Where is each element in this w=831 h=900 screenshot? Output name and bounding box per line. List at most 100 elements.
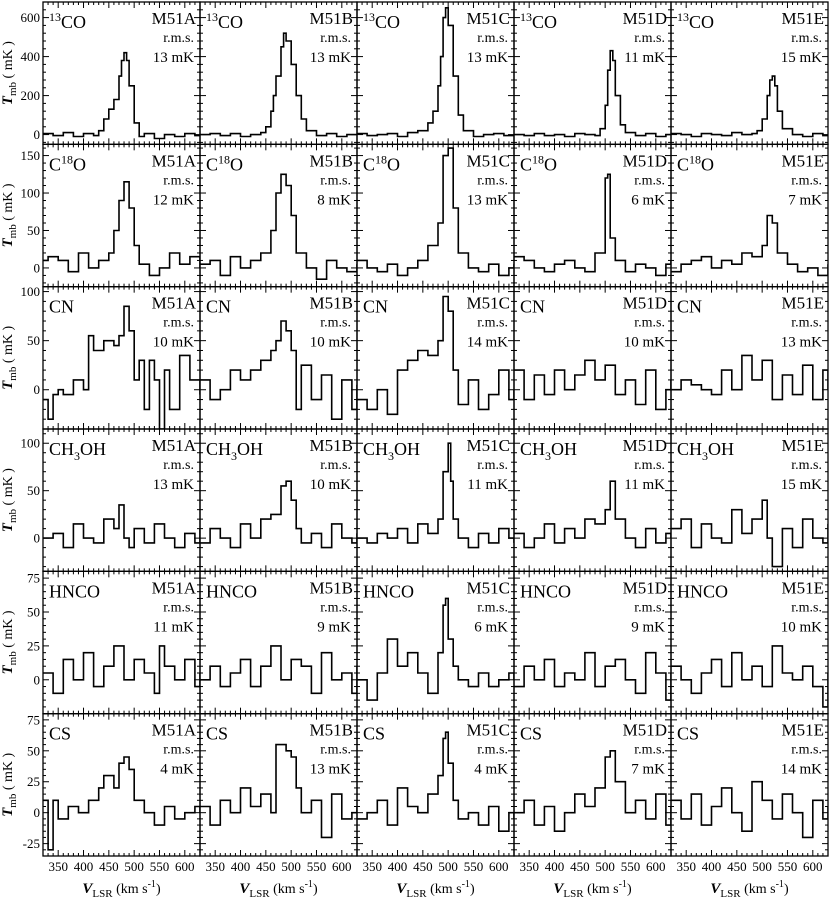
x-tick-label: 400: [231, 859, 251, 874]
species-label: 13CO: [520, 10, 557, 32]
source-label: M51B: [310, 9, 353, 28]
y-tick-label: 50: [27, 743, 40, 758]
x-tick-label: 550: [307, 859, 327, 874]
spectrum-line-HNCO-M51A: [43, 645, 200, 695]
panel-HNCO-M51A: HNCO M51A r.m.s. 11 mK: [42, 570, 201, 715]
y-tick-label: 150: [21, 148, 41, 163]
rms-label: r.m.s.: [477, 31, 508, 46]
rms-value: 11 mK: [624, 50, 665, 66]
spectrum-line-CN-M51C: [357, 295, 514, 416]
x-tick-label: 450: [413, 859, 433, 874]
rms-label: r.m.s.: [791, 316, 822, 331]
panel-CN-M51D: CN M51D r.m.s. 10 mK: [513, 286, 672, 430]
source-label: M51B: [310, 578, 353, 597]
panel-CS-M51A: CS M51A r.m.s. 4 mK: [42, 713, 201, 857]
rms-label: r.m.s.: [320, 458, 351, 473]
source-label: M51B: [310, 294, 353, 313]
source-label: M51D: [623, 151, 667, 170]
y-axis-title: Tmb ( mK ): [0, 468, 19, 532]
x-tick-label: 600: [646, 859, 666, 874]
y-tick-label: 200: [21, 88, 41, 103]
source-label: M51B: [310, 151, 353, 170]
source-label: M51D: [623, 578, 667, 597]
species-label: HNCO: [363, 581, 414, 601]
source-label: M51C: [467, 721, 510, 740]
rms-value: 13 mK: [467, 192, 508, 208]
source-label: M51E: [782, 721, 825, 740]
rms-label: r.m.s.: [163, 31, 194, 46]
source-label: M51B: [310, 721, 353, 740]
rms-value: 13 mK: [310, 762, 351, 778]
rms-label: r.m.s.: [634, 31, 665, 46]
rms-label: r.m.s.: [791, 600, 822, 615]
species-label: C18O: [520, 152, 557, 174]
species-label: CH3OH: [206, 439, 263, 463]
x-tick-label: 600: [175, 859, 195, 874]
species-label: CH3OH: [49, 439, 106, 463]
source-label: M51E: [782, 578, 825, 597]
panel-C18O-M51D: C18O M51D r.m.s. 6 mK: [513, 143, 672, 288]
source-label: M51A: [152, 578, 197, 597]
species-label: CN: [49, 297, 74, 317]
source-label: M51D: [623, 294, 667, 313]
spectrum-line-HNCO-M51B: [200, 645, 357, 695]
y-tick-label: -25: [23, 836, 40, 851]
rms-label: r.m.s.: [791, 173, 822, 188]
x-tick-label: 500: [281, 859, 301, 874]
rms-label: r.m.s.: [634, 743, 665, 758]
panel-CS-M51E: CS M51E r.m.s. 14 mK: [670, 713, 829, 857]
rms-label: r.m.s.: [634, 458, 665, 473]
spectrum-line-13CO-M51B: [200, 32, 357, 138]
panel-CS-M51B: CS M51B r.m.s. 13 mK: [199, 713, 358, 857]
rms-value: 6 mK: [631, 192, 665, 208]
rms-value: 10 mK: [153, 335, 194, 351]
species-label: CN: [677, 297, 702, 317]
panel-HNCO-M51E: HNCO M51E r.m.s. 10 mK: [670, 570, 829, 715]
x-tick-label: 550: [621, 859, 641, 874]
x-tick-label: 400: [545, 859, 565, 874]
rms-value: 13 mK: [153, 50, 194, 66]
species-label: CH3OH: [363, 439, 420, 463]
rms-value: 13 mK: [153, 477, 194, 493]
rms-value: 11 mK: [624, 477, 665, 493]
panel-frame: [670, 713, 829, 857]
source-label: M51D: [623, 721, 667, 740]
spectrum-line-CS-M51E: [671, 780, 828, 839]
source-label: M51C: [467, 151, 510, 170]
species-label: CH3OH: [520, 439, 577, 463]
y-axis-title: Tmb ( mK ): [0, 183, 19, 247]
species-label: CS: [363, 724, 385, 744]
species-label: C18O: [677, 152, 714, 174]
y-axis-labels: 0 200 400 600 Tmb ( mK ) 0 50 100 150 Tmb ( mK ) 0…: [0, 10, 40, 851]
y-tick-label: 0: [34, 672, 41, 687]
x-tick-label: 600: [332, 859, 352, 874]
x-tick-label: 550: [150, 859, 170, 874]
panel-CH3OH-M51A: CH3OH M51A r.m.s. 13 mK: [42, 428, 201, 572]
y-tick-label: 75: [27, 571, 40, 586]
panel-C18O-M51C: C18O M51C r.m.s. 13 mK: [356, 143, 515, 288]
species-label: CS: [49, 724, 71, 744]
rms-value: 11 mK: [467, 477, 508, 493]
rms-value: 13 mK: [467, 50, 508, 66]
panel-HNCO-M51D: HNCO M51D r.m.s. 9 mK: [513, 570, 672, 715]
source-label: M51C: [467, 578, 510, 597]
panel-HNCO-M51C: HNCO M51C r.m.s. 6 mK: [356, 570, 515, 715]
species-label: CN: [363, 297, 388, 317]
spectrum-line-HNCO-M51C: [357, 597, 514, 701]
x-tick-label: 550: [464, 859, 484, 874]
x-tick-label: 450: [727, 859, 747, 874]
source-label: M51A: [152, 9, 197, 28]
rms-label: r.m.s.: [791, 31, 822, 46]
species-label: 13CO: [363, 10, 400, 32]
rms-label: r.m.s.: [163, 316, 194, 331]
species-label: HNCO: [206, 581, 257, 601]
spectrum-line-C18O-M51C: [357, 147, 514, 277]
rms-value: 9 mK: [317, 619, 351, 635]
species-label: C18O: [363, 152, 400, 174]
y-axis-title: Tmb ( mK ): [0, 41, 19, 105]
spectrum-line-C18O-M51D: [514, 173, 671, 277]
spectrum-line-13CO-M51C: [357, 7, 514, 138]
panel-C18O-M51B: C18O M51B r.m.s. 8 mK: [199, 143, 358, 288]
y-tick-label: 0: [34, 260, 41, 275]
species-label: CN: [520, 297, 545, 317]
